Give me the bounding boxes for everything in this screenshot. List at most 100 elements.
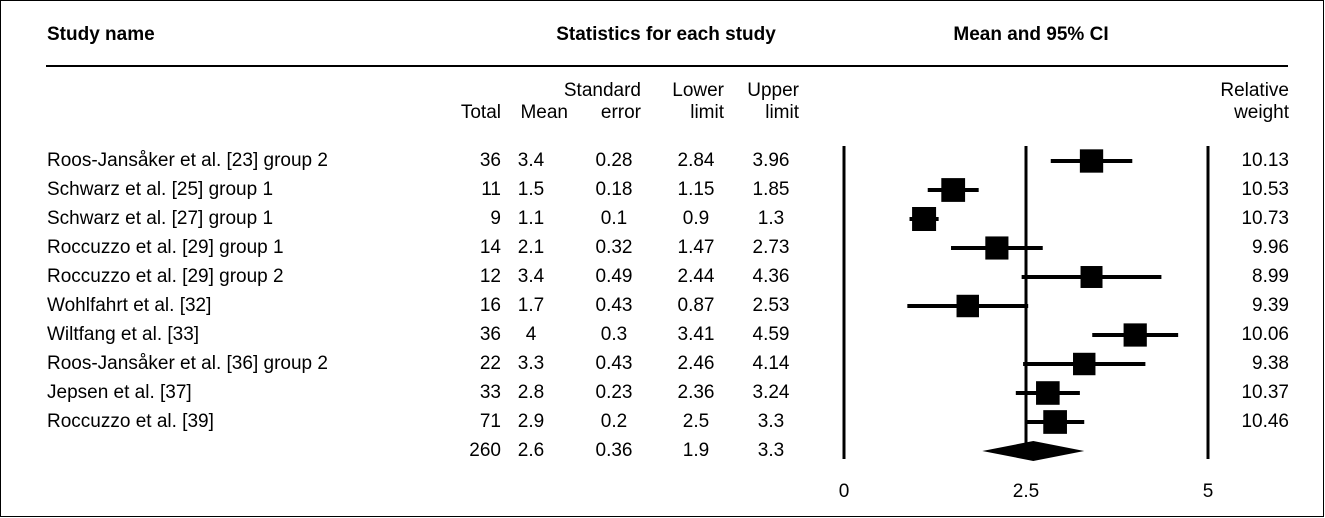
cell-se: 0.32 bbox=[595, 237, 633, 258]
cell-total: 36 bbox=[479, 150, 501, 171]
cell-mean: 1.1 bbox=[517, 208, 545, 229]
point-estimate-square bbox=[1079, 149, 1104, 173]
cell-mean: 3.4 bbox=[517, 150, 545, 171]
x-tick-label: 0 bbox=[839, 481, 850, 502]
cell-mean: 2.1 bbox=[517, 237, 545, 258]
point-estimate-square bbox=[1080, 266, 1103, 288]
col-lower-line1: Lower bbox=[672, 80, 724, 101]
col-lower-line2: limit bbox=[690, 102, 724, 123]
cell-study: Roos-Jansåker et al. [23] group 2 bbox=[47, 150, 328, 171]
cell-se: 0.43 bbox=[595, 353, 633, 374]
cell-mean: 3.3 bbox=[517, 353, 545, 374]
cell-weight: 10.46 bbox=[1241, 411, 1289, 432]
statistics-header: Statistics for each study bbox=[556, 24, 776, 45]
cell-se: 0.23 bbox=[595, 382, 633, 403]
cell-lower: 0.87 bbox=[677, 295, 715, 316]
cell-mean: 2.6 bbox=[517, 440, 545, 461]
col-upper-line1: Upper bbox=[747, 80, 799, 101]
col-weight-line1: Relative bbox=[1220, 80, 1289, 101]
cell-upper: 2.73 bbox=[752, 237, 790, 258]
x-tick-label: 2.5 bbox=[1013, 481, 1039, 502]
col-mean: Mean bbox=[520, 102, 568, 123]
cell-total: 16 bbox=[479, 295, 501, 316]
cell-weight: 9.39 bbox=[1252, 295, 1289, 316]
cell-upper: 4.36 bbox=[752, 266, 790, 287]
cell-total: 36 bbox=[479, 324, 501, 345]
cell-lower: 2.36 bbox=[677, 382, 715, 403]
point-estimate-square bbox=[912, 207, 937, 231]
cell-se: 0.3 bbox=[600, 324, 628, 345]
x-tick-label: 5 bbox=[1203, 481, 1214, 502]
cell-lower: 2.84 bbox=[677, 150, 715, 171]
cell-se: 0.2 bbox=[600, 411, 628, 432]
col-total: Total bbox=[460, 102, 501, 123]
cell-se: 0.36 bbox=[595, 440, 633, 461]
cell-upper: 4.59 bbox=[752, 324, 790, 345]
cell-mean: 1.7 bbox=[517, 295, 545, 316]
point-estimate-square bbox=[1036, 381, 1060, 405]
cell-lower: 1.47 bbox=[677, 237, 715, 258]
cell-mean: 2.8 bbox=[517, 382, 545, 403]
cell-study: Schwarz et al. [25] group 1 bbox=[47, 179, 274, 200]
cell-total: 71 bbox=[479, 411, 501, 432]
header-divider bbox=[46, 65, 1288, 67]
cell-total: 9 bbox=[490, 208, 501, 229]
cell-study: Roos-Jansåker et al. [36] group 2 bbox=[47, 353, 328, 374]
cell-weight: 10.06 bbox=[1241, 324, 1289, 345]
cell-lower: 2.44 bbox=[677, 266, 715, 287]
cell-mean: 2.9 bbox=[517, 411, 545, 432]
cell-lower: 3.41 bbox=[677, 324, 715, 345]
point-estimate-square bbox=[985, 236, 1009, 260]
point-estimate-square bbox=[1123, 323, 1147, 347]
cell-upper: 1.85 bbox=[752, 179, 790, 200]
cell-mean: 4 bbox=[525, 324, 537, 345]
point-estimate-square bbox=[956, 294, 979, 318]
cell-weight: 9.96 bbox=[1252, 237, 1289, 258]
cell-upper: 3.3 bbox=[757, 411, 785, 432]
summary-diamond bbox=[982, 441, 1085, 461]
cell-upper: 2.53 bbox=[752, 295, 790, 316]
cell-weight: 10.13 bbox=[1241, 150, 1289, 171]
cell-upper: 3.24 bbox=[752, 382, 790, 403]
cell-se: 0.49 bbox=[595, 266, 633, 287]
cell-lower: 1.15 bbox=[677, 179, 715, 200]
cell-total: 260 bbox=[469, 440, 501, 461]
point-estimate-square bbox=[1043, 410, 1067, 434]
cell-upper: 3.3 bbox=[757, 440, 785, 461]
ci-header: Mean and 95% CI bbox=[953, 24, 1109, 45]
study-name-header: Study name bbox=[47, 24, 155, 45]
cell-se: 0.28 bbox=[595, 150, 633, 171]
cell-lower: 0.9 bbox=[682, 208, 710, 229]
point-estimate-square bbox=[1073, 352, 1096, 376]
cell-weight: 10.73 bbox=[1241, 208, 1289, 229]
cell-weight: 10.53 bbox=[1241, 179, 1289, 200]
cell-upper: 1.3 bbox=[757, 208, 785, 229]
cell-mean: 1.5 bbox=[517, 179, 545, 200]
cell-study: Roccuzzo et al. [29] group 1 bbox=[47, 237, 284, 258]
col-weight-line2: weight bbox=[1234, 102, 1289, 123]
col-se-line1: Standard bbox=[563, 80, 641, 101]
cell-lower: 2.46 bbox=[677, 353, 715, 374]
cell-se: 0.1 bbox=[600, 208, 628, 229]
cell-lower: 2.5 bbox=[682, 411, 710, 432]
cell-upper: 4.14 bbox=[752, 353, 790, 374]
cell-mean: 3.4 bbox=[517, 266, 545, 287]
cell-study: Roccuzzo et al. [29] group 2 bbox=[47, 266, 284, 287]
cell-study: Schwarz et al. [27] group 1 bbox=[47, 208, 274, 229]
cell-total: 33 bbox=[479, 382, 501, 403]
cell-total: 12 bbox=[479, 266, 501, 287]
cell-total: 14 bbox=[479, 237, 501, 258]
cell-total: 11 bbox=[481, 179, 501, 200]
cell-study: Wiltfang et al. [33] bbox=[47, 324, 200, 345]
point-estimate-square bbox=[941, 178, 966, 202]
cell-se: 0.18 bbox=[595, 179, 633, 200]
col-se-line2: error bbox=[600, 102, 641, 123]
cell-study: Wohlfahrt et al. [32] bbox=[47, 295, 212, 316]
cell-weight: 8.99 bbox=[1252, 266, 1289, 287]
cell-study: Roccuzzo et al. [39] bbox=[47, 411, 214, 432]
cell-weight: 10.37 bbox=[1241, 382, 1289, 403]
cell-se: 0.43 bbox=[595, 295, 633, 316]
cell-total: 22 bbox=[479, 353, 501, 374]
cell-study: Jepsen et al. [37] bbox=[47, 382, 192, 403]
